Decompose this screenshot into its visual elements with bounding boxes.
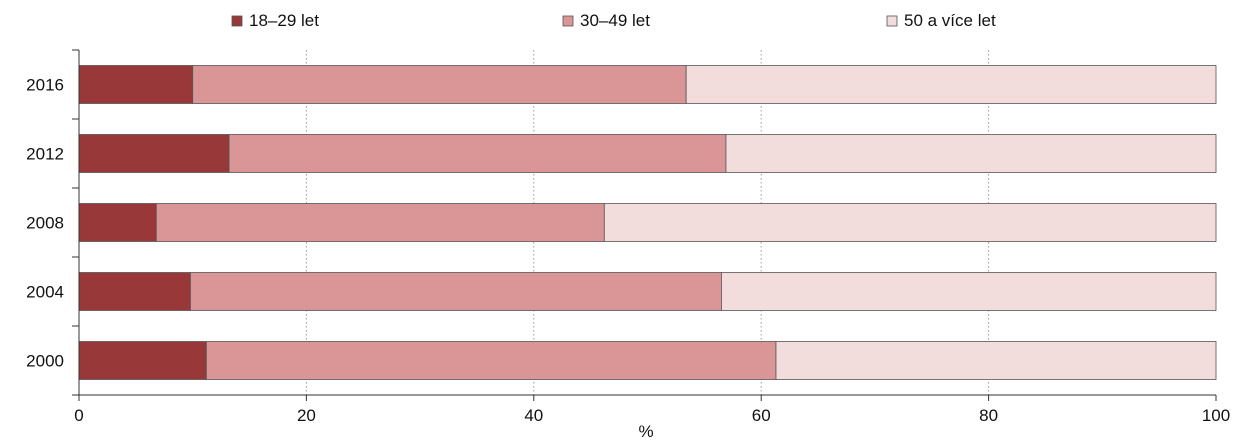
legend-label-3: 50 a více let xyxy=(904,11,996,30)
y-tick-label: 2000 xyxy=(26,352,64,371)
bar-segment-2016-1 xyxy=(78,65,194,104)
bar-segment-2016-2 xyxy=(192,65,687,104)
legend: 18–29 let 30–49 let 50 a více let xyxy=(231,11,996,30)
bar-segment-2008-3 xyxy=(603,203,1217,242)
bar-segment-2004-2 xyxy=(190,272,722,311)
bars xyxy=(78,65,1217,380)
legend-swatch-1 xyxy=(231,15,243,27)
bar-segment-2004-3 xyxy=(721,272,1217,311)
legend-swatch-3 xyxy=(886,15,898,27)
bar-segment-2016-3 xyxy=(685,65,1217,104)
bar-segment-2008-1 xyxy=(78,203,157,242)
bar-segment-2000-1 xyxy=(78,341,207,380)
bar-segment-2012-1 xyxy=(78,134,230,173)
x-tick-label: 80 xyxy=(979,406,998,425)
legend-label-2: 30–49 let xyxy=(580,11,650,30)
x-tick-label: 40 xyxy=(524,406,543,425)
x-tick-label: 20 xyxy=(297,406,316,425)
legend-label-1: 18–29 let xyxy=(249,11,319,30)
bar-segment-2004-1 xyxy=(78,272,191,311)
bar-segment-2000-3 xyxy=(775,341,1217,380)
y-tick-label: 2016 xyxy=(26,76,64,95)
x-tick-label: 0 xyxy=(74,406,83,425)
y-tick-label: 2004 xyxy=(26,283,64,302)
x-tick-label: 100 xyxy=(1202,406,1230,425)
axes: 2016 2012 2008 2004 2000 0 20 40 60 80 100 xyxy=(26,49,1230,425)
y-tick-label: 2012 xyxy=(26,145,64,164)
legend-swatch-2 xyxy=(562,15,574,27)
x-axis-label: % xyxy=(638,422,653,439)
bar-segment-2000-2 xyxy=(205,341,777,380)
x-tick-label: 60 xyxy=(752,406,771,425)
bar-segment-2012-2 xyxy=(228,134,727,173)
bar-segment-2008-2 xyxy=(155,203,605,242)
bar-segment-2012-3 xyxy=(725,134,1217,173)
y-tick-label: 2008 xyxy=(26,214,64,233)
